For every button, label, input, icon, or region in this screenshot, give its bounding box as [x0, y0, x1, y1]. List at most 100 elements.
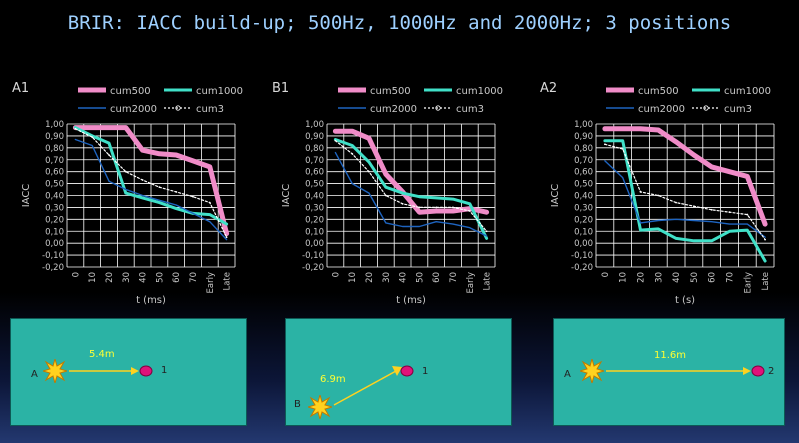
x-tick-label: 20 — [637, 272, 647, 283]
sound-source-icon — [308, 395, 332, 419]
legend-label: cum1000 — [196, 86, 243, 97]
y-tick-label: 0,20 — [574, 215, 593, 225]
series-line-cum500 — [72, 125, 230, 237]
y-tick-label: -0,20 — [302, 263, 324, 273]
series-line-cum1000 — [333, 138, 489, 240]
y-tick-label: 0,90 — [305, 132, 324, 142]
x-axis-label: t (s) — [675, 295, 695, 305]
x-tick-label: 20 — [365, 272, 375, 283]
y-tick-label: 0,50 — [45, 180, 64, 190]
receiver-icon — [751, 365, 765, 377]
chart-panel-a1: A1 cum500 cum1000 cum2000 cum3 1,00 0,90 0,80 0,… — [12, 81, 243, 305]
data-point-cum3 — [158, 186, 161, 189]
y-tick-label: 0,20 — [45, 215, 64, 225]
legend-label: cum2000 — [370, 104, 417, 115]
legend-marker-cum3 — [435, 105, 441, 111]
y-tick-label: 0,40 — [45, 192, 64, 202]
chart-panel-b1: B1 cum500 cum1000 cum2000 cum3 1,00 0,90 0,80 0,… — [272, 81, 503, 305]
series-line-cum2000 — [334, 151, 488, 237]
x-tick-label: 50 — [690, 272, 700, 283]
source-label: B — [294, 399, 301, 410]
y-tick-label: 0,30 — [574, 203, 593, 213]
y-tick-label: 0,30 — [45, 203, 64, 213]
y-tick-label: 0,50 — [305, 180, 324, 190]
y-tick-label: 0,80 — [45, 144, 64, 154]
receiver-icon — [139, 365, 153, 377]
data-point-cum3 — [74, 127, 77, 130]
data-point-cum3 — [384, 194, 387, 197]
data-point-cum3 — [604, 143, 606, 146]
y-tick-label: 0,90 — [45, 132, 64, 142]
scene-panel-b1: B 6.9m 1 — [285, 318, 512, 426]
y-tick-label: 0,90 — [574, 132, 593, 142]
series-line-cum3 — [334, 140, 488, 232]
propagation-arrow-icon — [606, 367, 751, 375]
x-tick-label: 20 — [105, 272, 115, 283]
y-tick-label: 0,40 — [305, 192, 324, 202]
distance-label: 11.6m — [654, 350, 687, 361]
x-tick-label: 30 — [382, 272, 392, 283]
legend-label: cum500 — [110, 86, 151, 97]
y-tick-label: 0,60 — [45, 168, 64, 178]
legend-label: cum3 — [724, 104, 752, 115]
x-tick-label: 70 — [189, 272, 199, 283]
data-point-cum3 — [225, 236, 228, 239]
x-tick-label: 0 — [331, 272, 341, 277]
y-tick-label: 0,00 — [574, 239, 593, 249]
y-tick-label: 0,70 — [45, 156, 64, 166]
y-tick-label: 0,70 — [574, 156, 593, 166]
x-tick-label: 60 — [432, 272, 442, 283]
y-tick-label: 0,00 — [305, 239, 324, 249]
charts-canvas: A1 cum500 cum1000 cum2000 cum3 1,00 0,90 0,80 0,… — [12, 81, 772, 305]
data-point-cum3 — [746, 213, 749, 216]
panel-label: A2 — [540, 81, 557, 96]
x-tick-label: 50 — [415, 272, 425, 283]
data-point-cum3 — [91, 136, 94, 139]
data-point-cum3 — [452, 206, 454, 209]
data-point-cum3 — [192, 195, 194, 198]
y-tick-label: 0,00 — [45, 239, 64, 249]
y-tick-label: -0,20 — [42, 263, 64, 273]
x-tick-label: 10 — [88, 272, 98, 283]
y-tick-label: 0,10 — [305, 227, 324, 237]
x-tick-label: 30 — [654, 272, 664, 283]
data-point-cum3 — [639, 191, 642, 193]
data-point-cum3 — [141, 179, 144, 181]
x-tick-label: 0 — [601, 272, 611, 277]
receiver-label: 2 — [768, 366, 775, 377]
data-point-cum3 — [710, 208, 713, 211]
x-tick-label: 50 — [155, 272, 165, 283]
x-tick-label: 60 — [708, 272, 718, 283]
x-tick-label: 0 — [71, 272, 81, 277]
y-tick-label: -0,10 — [42, 251, 64, 261]
x-tick-label: Early — [206, 272, 216, 293]
y-tick-label: 0,10 — [574, 227, 593, 237]
x-tick-label: 10 — [348, 272, 358, 283]
legend-label: cum500 — [638, 86, 679, 97]
x-axis-label: t (ms) — [136, 295, 166, 305]
series-line-cum3 — [74, 128, 228, 238]
x-tick-label: Early — [466, 272, 476, 293]
legend-label: cum2000 — [110, 104, 157, 115]
scene-panel-a2: A 11.6m 2 — [553, 318, 785, 426]
data-point-cum3 — [657, 194, 660, 197]
legend-label: cum3 — [196, 104, 224, 115]
page-title: BRIR: IACC build-up; 500Hz, 1000Hz and 2… — [67, 12, 732, 34]
data-point-cum3 — [764, 238, 766, 241]
series-line-cum1000 — [73, 126, 229, 226]
data-point-cum3 — [418, 206, 421, 209]
series-line-cum3 — [604, 143, 766, 241]
distance-label: 6.9m — [320, 374, 346, 385]
receiver-label: 1 — [422, 366, 429, 377]
distance-label: 5.4m — [89, 349, 115, 360]
data-point-cum3 — [621, 148, 624, 150]
data-point-cum3 — [435, 206, 438, 209]
data-point-cum3 — [468, 210, 471, 212]
receiver-icon — [400, 365, 414, 377]
series-line-cum500 — [602, 126, 768, 227]
data-point-cum3 — [334, 139, 337, 142]
data-point-cum3 — [675, 201, 677, 204]
y-axis-label: IACC — [281, 184, 292, 208]
panel-label: B1 — [272, 81, 289, 96]
series-line-cum2000 — [604, 160, 766, 238]
